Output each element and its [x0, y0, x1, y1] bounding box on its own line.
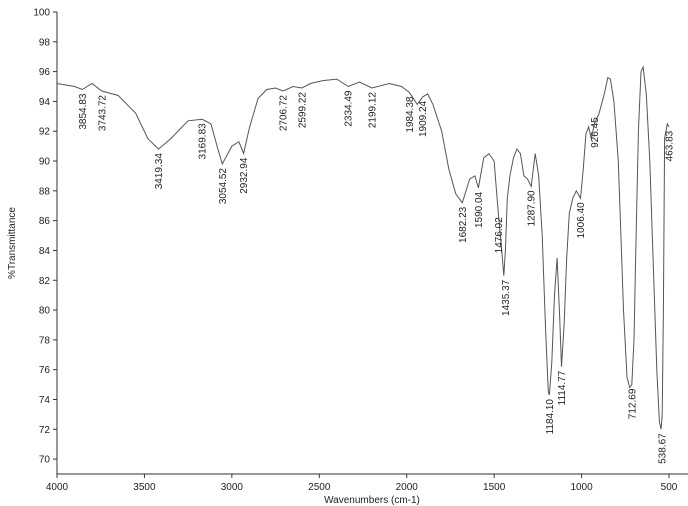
peak-label: 2932.94: [239, 157, 250, 194]
x-tick-label: 3500: [133, 482, 156, 493]
plot-area: [57, 12, 688, 474]
x-tick-label: 4000: [46, 482, 69, 493]
x-axis-ticks: 4000 3500 3000 2500 2000 1500 1000 500: [46, 474, 678, 493]
x-tick-label: 1500: [483, 482, 506, 493]
x-axis-title: Wavenumbers (cm-1): [324, 495, 420, 506]
peak-label: 1435.37: [501, 279, 512, 316]
x-tick-label: 1000: [570, 482, 593, 493]
y-tick-label: 76: [39, 365, 51, 376]
peak-label: 926.45: [590, 117, 601, 148]
y-tick-label: 70: [39, 455, 51, 466]
peak-label: 3054.52: [218, 168, 229, 205]
y-tick-label: 96: [39, 67, 51, 78]
y-tick-label: 72: [39, 425, 51, 436]
peak-label: 712.69: [627, 388, 638, 419]
y-tick-label: 88: [39, 186, 51, 197]
y-tick-label: 84: [39, 246, 51, 257]
y-axis-title: %Transmittance: [7, 207, 18, 279]
peak-label: 1114.77: [557, 370, 568, 405]
y-tick-label: 82: [39, 276, 51, 287]
y-tick-label: 98: [39, 37, 51, 48]
y-tick-label: 80: [39, 306, 51, 317]
y-tick-label: 100: [33, 8, 50, 19]
y-tick-label: 86: [39, 216, 51, 227]
y-tick-label: 92: [39, 127, 51, 138]
peak-label: 1682.23: [458, 206, 469, 243]
x-tick-label: 500: [661, 482, 678, 493]
peak-label: 3419.34: [154, 153, 165, 190]
x-tick-label: 3000: [221, 482, 244, 493]
peak-label: 2199.12: [367, 92, 378, 129]
spectrum-series-line: [56, 65, 670, 430]
peak-label: 3169.83: [198, 123, 209, 160]
y-tick-label: 74: [39, 395, 51, 406]
peak-label: 538.67: [658, 433, 669, 464]
y-tick-label: 78: [39, 335, 51, 346]
peak-label: 463.83: [665, 130, 676, 161]
peak-label: 1287.90: [527, 190, 538, 227]
peak-label: 1006.40: [576, 202, 587, 239]
peak-label: 1476.02: [494, 217, 505, 254]
peak-label: 2706.72: [279, 95, 290, 132]
x-tick-label: 2000: [396, 482, 419, 493]
x-tick-label: 2500: [308, 482, 331, 493]
peak-label: 2599.22: [297, 92, 308, 129]
peak-labels: 3854.83 3743.72 3419.34 3169.83 3054.52 2932.…: [78, 90, 676, 464]
peak-label: 1984.38: [405, 96, 416, 133]
y-tick-label: 94: [39, 97, 51, 108]
y-axis-ticks: 70 72 74 76 78 80 82 84 86 88 90 92 94 96 98 100: [33, 8, 57, 466]
peak-label: 2334.49: [344, 90, 355, 127]
peak-label: 1909.24: [418, 100, 429, 137]
peak-label: 3743.72: [97, 95, 108, 132]
peak-label: 3854.83: [78, 93, 89, 130]
peak-label: 1590.04: [474, 191, 485, 228]
y-tick-label: 90: [39, 157, 51, 168]
peak-label: 1184.10: [545, 399, 556, 435]
